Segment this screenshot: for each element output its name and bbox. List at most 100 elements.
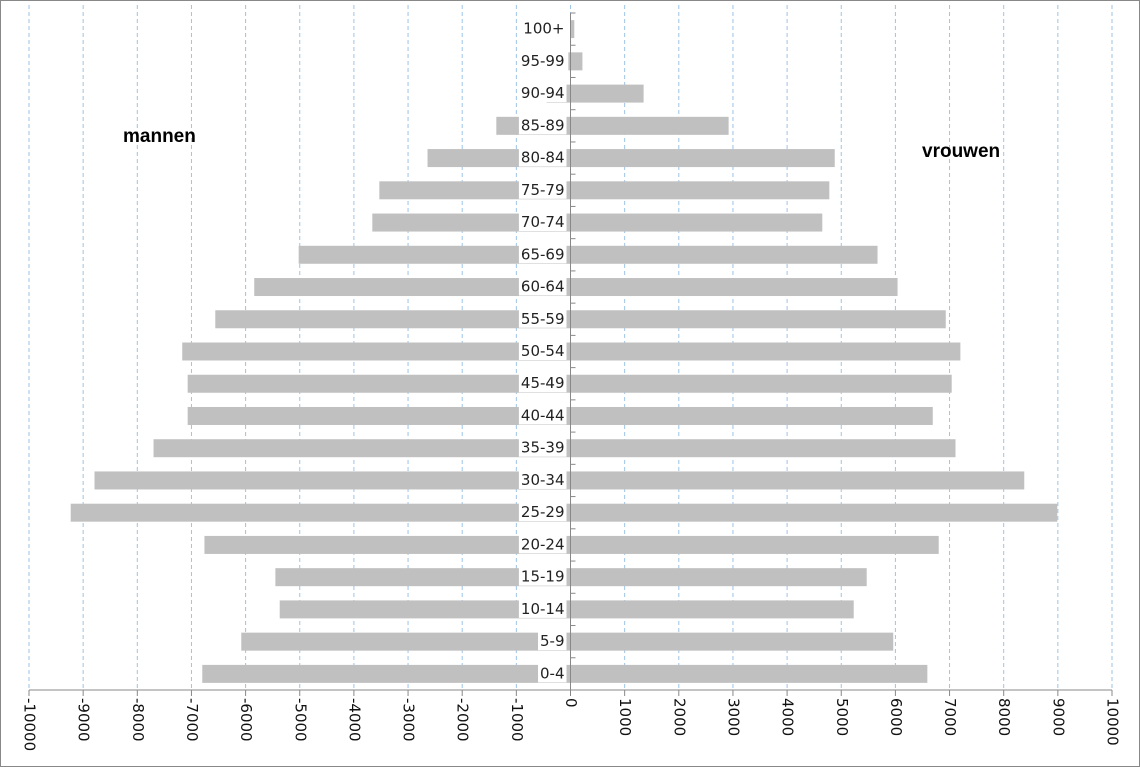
bar [570, 52, 583, 71]
category-label: 10-14 [521, 600, 565, 618]
label-bg [518, 599, 567, 618]
bar [570, 20, 575, 39]
bar [570, 600, 854, 619]
category-label: 85-89 [521, 116, 565, 134]
x-tick-label: -6000 [237, 698, 255, 742]
bar [570, 310, 946, 329]
x-tick-label: 3000 [724, 698, 742, 736]
bar [570, 84, 644, 103]
x-tick-label: -8000 [129, 698, 147, 742]
x-tick-label: -9000 [75, 698, 93, 742]
category-label: 80-84 [521, 149, 565, 167]
category-label: 45-49 [521, 374, 565, 392]
category-label: 5-9 [540, 632, 565, 650]
x-tick-label: 10000 [1104, 698, 1122, 746]
annotation: mannen [123, 126, 196, 147]
label-bg [518, 180, 567, 199]
bar [570, 406, 933, 425]
label-bg [521, 19, 567, 38]
x-tick-label: 6000 [887, 698, 905, 736]
category-label: 50-54 [521, 342, 565, 360]
label-bg [518, 148, 567, 167]
bar [570, 471, 1025, 490]
bar [570, 664, 928, 683]
category-label: 20-24 [521, 535, 565, 553]
label-bg [518, 470, 567, 489]
x-tick-label: 1000 [616, 698, 634, 736]
bar [570, 535, 939, 554]
label-bg [518, 503, 567, 522]
label-bg [518, 535, 567, 554]
category-label: 60-64 [521, 278, 565, 296]
category-label: 95-99 [521, 52, 565, 70]
category-label: 15-19 [521, 568, 565, 586]
bar [570, 278, 898, 297]
label-bg [518, 116, 567, 135]
category-label: 40-44 [521, 406, 565, 424]
bar [241, 632, 571, 651]
category-label: 70-74 [521, 213, 565, 231]
bar [570, 503, 1058, 522]
category-label: 55-59 [521, 310, 565, 328]
bar [570, 245, 878, 264]
label-bg [518, 277, 567, 296]
bar [570, 181, 830, 200]
bar [153, 439, 571, 458]
bar [187, 374, 571, 393]
bar [570, 374, 952, 393]
label-bg [518, 84, 567, 103]
category-label: 0-4 [540, 664, 565, 682]
label-bg [518, 342, 567, 360]
bar [570, 213, 823, 232]
category-label: 35-39 [521, 439, 565, 457]
x-tick-label: -5000 [291, 698, 309, 742]
x-tick-label: -3000 [400, 698, 418, 742]
label-bg [538, 632, 567, 651]
bar [187, 406, 571, 425]
bar [570, 116, 729, 135]
bar [94, 471, 571, 490]
x-tick-label: -4000 [345, 698, 363, 742]
x-tick-label: 5000 [833, 698, 851, 736]
x-tick-label: 4000 [779, 698, 797, 736]
bar [279, 600, 571, 619]
category-label: 25-29 [521, 503, 565, 521]
x-tick-label: 8000 [995, 698, 1013, 736]
x-tick-label: -2000 [454, 698, 472, 742]
category-label: 100+ [523, 20, 564, 38]
bar [215, 310, 571, 329]
bar [568, 52, 571, 71]
bar [570, 568, 867, 587]
annotation: vrouwen [922, 141, 1000, 162]
x-tick-label: 9000 [1049, 698, 1067, 736]
bar [182, 342, 571, 361]
x-tick-label: 7000 [941, 698, 959, 736]
bar [204, 535, 571, 554]
bar [570, 149, 835, 168]
x-tick-label: -1000 [508, 698, 526, 742]
category-label: 65-69 [521, 245, 565, 263]
bar [570, 632, 894, 651]
label-bg [518, 374, 567, 393]
category-label: 30-34 [521, 471, 565, 489]
label-bg [518, 438, 567, 457]
x-tick-label: -7000 [183, 698, 201, 742]
bar [70, 503, 571, 522]
label-bg [518, 213, 567, 232]
category-label: 90-94 [521, 84, 565, 102]
label-bg [518, 245, 567, 264]
bar [202, 664, 571, 683]
bar [275, 568, 571, 587]
x-tick-label: 2000 [670, 698, 688, 736]
label-bg [518, 51, 567, 70]
x-tick-label: -10000 [21, 698, 39, 751]
label-bg [518, 309, 567, 328]
label-bg [518, 406, 567, 425]
bar [570, 342, 961, 361]
category-label: 75-79 [521, 181, 565, 199]
bar [570, 439, 956, 458]
x-tick-label: 0 [562, 698, 580, 708]
label-bg [538, 664, 567, 683]
bar [254, 278, 571, 297]
